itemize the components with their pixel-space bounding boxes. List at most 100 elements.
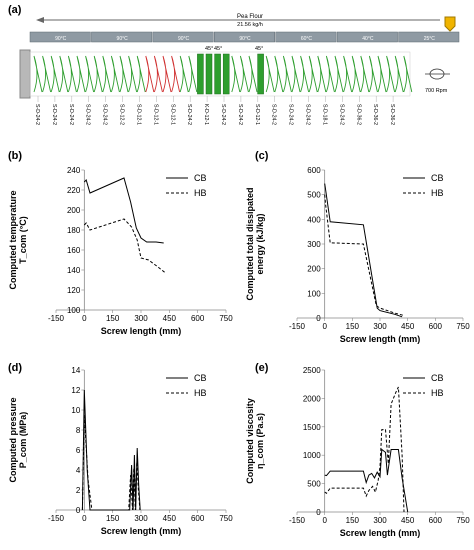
screw-shaft — [29, 51, 411, 97]
panel-label-e: (e) — [255, 362, 269, 374]
screw-flight — [343, 55, 353, 93]
y-tick-label: 0 — [316, 314, 321, 323]
barrel-temp: 40°C — [362, 36, 374, 42]
element-label: S-D-12-2 — [119, 104, 125, 125]
panel-label-c: (c) — [255, 150, 269, 162]
y-tick-label: 400 — [307, 215, 321, 224]
screw-flight — [403, 55, 413, 93]
series-line-cb — [81, 389, 141, 511]
barrel-zone — [398, 31, 460, 43]
x-tick-label: 150 — [106, 514, 120, 523]
legend-label: CB — [431, 173, 444, 183]
screw-flight — [317, 55, 327, 93]
y-axis-title: T_com (°C) — [18, 216, 28, 264]
y-tick-label: 0 — [76, 506, 81, 515]
screw-flight — [153, 55, 163, 93]
x-tick-label: 750 — [456, 322, 470, 331]
screw-flight — [128, 55, 138, 93]
legend-label: CB — [194, 173, 207, 183]
y-axis-title: Computed temperature — [8, 190, 18, 289]
y-tick-label: 180 — [67, 226, 81, 235]
y-axis-title: Computed viscosity — [245, 398, 255, 484]
element-label: S-D-24-2 — [288, 104, 294, 125]
element-label: S-D-24-2 — [220, 104, 226, 125]
barrel-zone — [275, 31, 337, 43]
x-tick-label: 300 — [373, 322, 387, 331]
barrel-zone — [214, 31, 275, 43]
screw-flight — [50, 55, 60, 93]
screw-flight — [300, 55, 310, 93]
y-tick-label: 2 — [76, 486, 81, 495]
y-tick-label: 100 — [307, 289, 321, 298]
x-tick-label: 600 — [429, 516, 443, 525]
legend-label: CB — [194, 373, 207, 383]
element-label: S-D-12-1 — [254, 104, 260, 125]
x-tick-label: 150 — [346, 322, 360, 331]
screw-flight — [334, 55, 344, 93]
x-tick-label: 450 — [163, 514, 177, 523]
screw-flight — [274, 55, 284, 93]
screw-flight — [325, 55, 335, 93]
element-label: S-D-24-2 — [51, 104, 57, 125]
motor-block — [19, 49, 31, 99]
x-axis-title: Screw length (mm) — [101, 326, 182, 336]
screw-flight — [93, 55, 103, 93]
x-axis-title: Screw length (mm) — [101, 526, 182, 536]
screw-flight — [119, 55, 129, 93]
kneading-block — [205, 53, 213, 95]
x-tick-label: 750 — [219, 514, 233, 523]
y-tick-label: 200 — [307, 265, 321, 274]
element-label: S-D-36-2 — [355, 104, 361, 125]
y-tick-label: 220 — [67, 186, 81, 195]
screw-flight — [171, 55, 181, 93]
feed-label: Pea Flour — [237, 14, 263, 20]
screw-flight — [360, 55, 370, 93]
x-tick-label: 0 — [322, 322, 327, 331]
barrel-temp: 90°C — [117, 36, 129, 42]
x-axis-title: Screw length (mm) — [340, 334, 421, 344]
screw-flight — [265, 55, 275, 93]
screw-flight — [377, 55, 387, 93]
x-tick-label: -150 — [48, 314, 65, 323]
y-axis-title: energy (kJ/kg) — [255, 213, 265, 274]
element-label: S-D-24-2 — [305, 104, 311, 125]
screw-speed-label: 700 Rpm — [425, 88, 448, 94]
y-axis-title: Computed total dissipated — [245, 187, 255, 300]
y-axis-title: P_com (MPa) — [18, 412, 28, 469]
screw-flight — [282, 55, 292, 93]
kneading-block — [197, 53, 204, 95]
y-tick-label: 500 — [307, 480, 321, 489]
screw-flight — [394, 55, 404, 93]
feed-hopper-icon — [444, 16, 456, 32]
element-label: S-D-24-2 — [271, 104, 277, 125]
x-axis-title: Screw length (mm) — [340, 528, 421, 538]
y-tick-label: 160 — [67, 246, 81, 255]
dissipated-energy-chart: -150 0 150 300 450 600 750 0 100 200 300 400 500 600 S… — [245, 166, 470, 344]
screw-flight — [179, 55, 189, 93]
x-tick-label: 450 — [401, 516, 415, 525]
element-label: S-D-24-2 — [68, 104, 74, 125]
element-label: S-D-18-1 — [321, 104, 327, 125]
screw-flight — [59, 55, 69, 93]
x-tick-label: 450 — [401, 322, 415, 331]
screw-flight — [386, 55, 396, 93]
x-tick-label: -150 — [289, 516, 306, 525]
y-tick-label: 10 — [71, 406, 80, 415]
barrel-zone — [336, 31, 398, 43]
pressure-chart: -150 0 150 300 450 600 750 0 2 4 6 8 10 12 14 Screw len… — [8, 366, 233, 536]
y-tick-label: 300 — [307, 240, 321, 249]
barrel-temp: 90°C — [239, 36, 251, 42]
y-tick-label: 500 — [307, 191, 321, 200]
element-label: S-D-24-2 — [237, 104, 243, 125]
legend-label: HB — [431, 188, 444, 198]
x-tick-label: 150 — [346, 516, 360, 525]
feed-arrow-head — [36, 17, 44, 23]
y-tick-label: 14 — [71, 366, 80, 375]
series-line-hb — [83, 218, 166, 274]
kneading-block — [222, 53, 230, 95]
kneading-angle-label: 45° — [214, 46, 222, 52]
element-label: S-D-12-1 — [169, 104, 175, 125]
screw-flight — [145, 55, 155, 93]
y-tick-label: 12 — [71, 386, 80, 395]
screw-flight — [136, 55, 146, 93]
